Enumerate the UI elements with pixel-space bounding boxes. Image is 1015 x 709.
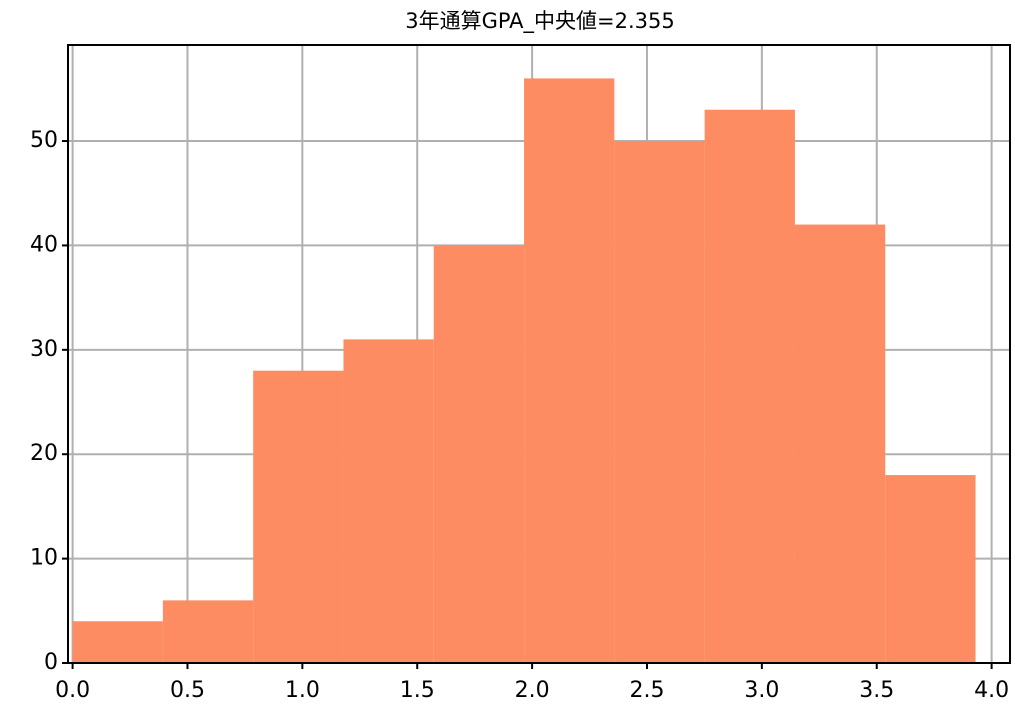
bar bbox=[253, 370, 344, 663]
y-tick-label: 50 bbox=[30, 128, 58, 153]
x-tick-label: 1.5 bbox=[400, 678, 435, 703]
bar bbox=[614, 141, 705, 664]
x-tick-label: 3.0 bbox=[744, 678, 779, 703]
plot-frame bbox=[67, 44, 1011, 664]
bar bbox=[704, 109, 795, 664]
x-tick-label: 0.5 bbox=[170, 678, 205, 703]
bar bbox=[72, 621, 163, 663]
x-tick-label: 1.0 bbox=[285, 678, 320, 703]
bar bbox=[343, 339, 434, 663]
chart-title: 3年通算GPA_中央値=2.355 bbox=[405, 9, 675, 34]
x-tick-label: 2.5 bbox=[629, 678, 664, 703]
bar bbox=[524, 78, 615, 664]
bar bbox=[885, 475, 976, 663]
bar bbox=[794, 224, 886, 663]
y-tick-label: 30 bbox=[30, 337, 58, 362]
y-tick-label: 40 bbox=[30, 232, 58, 257]
y-tick-label: 10 bbox=[30, 546, 58, 571]
bar bbox=[433, 245, 525, 663]
bar bbox=[162, 600, 254, 663]
x-tick-label: 0.0 bbox=[55, 678, 90, 703]
x-tick-label: 3.5 bbox=[859, 678, 894, 703]
y-tick-label: 0 bbox=[44, 650, 58, 675]
x-tick-label: 4.0 bbox=[974, 678, 1009, 703]
x-tick-label: 2.0 bbox=[515, 678, 550, 703]
y-tick-label: 20 bbox=[30, 441, 58, 466]
